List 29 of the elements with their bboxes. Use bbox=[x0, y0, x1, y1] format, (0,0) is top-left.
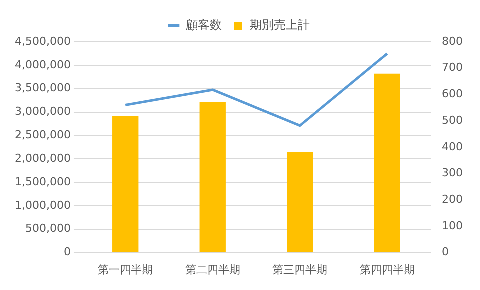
x-tick-label: 第一四半期 bbox=[98, 263, 154, 276]
y2-tick-label: 100 bbox=[442, 219, 464, 232]
y2-tick-label: 200 bbox=[442, 192, 464, 206]
bar bbox=[112, 116, 139, 252]
y-tick-label: 0 bbox=[64, 246, 71, 259]
y-tick-label: 2,000,000 bbox=[15, 152, 71, 165]
y-tick-label: 500,000 bbox=[25, 222, 71, 236]
y-tick-label: 4,500,000 bbox=[15, 34, 71, 48]
y2-tick-label: 500 bbox=[442, 114, 464, 127]
y2-tick-label: 800 bbox=[442, 34, 464, 48]
bar bbox=[374, 74, 400, 252]
y2-tick-label: 0 bbox=[442, 246, 450, 259]
y2-tick-label: 600 bbox=[442, 88, 464, 101]
y2-tick-label: 400 bbox=[442, 140, 464, 154]
x-tick-label: 第二四半期 bbox=[185, 263, 240, 276]
y-tick-label: 4,000,000 bbox=[15, 58, 71, 72]
legend-label: 顧客数 bbox=[186, 18, 222, 32]
y2-tick-label: 300 bbox=[442, 166, 464, 180]
bar bbox=[200, 102, 226, 252]
bar bbox=[287, 152, 314, 252]
legend-label: 期別売上計 bbox=[250, 18, 310, 32]
x-tick-label: 第三四半期 bbox=[272, 263, 328, 276]
y-tick-label: 3,500,000 bbox=[15, 82, 71, 95]
y-tick-label: 3,000,000 bbox=[15, 105, 71, 118]
y-tick-label: 1,000,000 bbox=[15, 198, 71, 212]
y-tick-label: 2,500,000 bbox=[15, 128, 71, 142]
x-tick-label: 第四四半期 bbox=[360, 263, 415, 276]
y-tick-label: 1,500,000 bbox=[15, 175, 71, 188]
y2-tick-label: 700 bbox=[442, 61, 464, 74]
